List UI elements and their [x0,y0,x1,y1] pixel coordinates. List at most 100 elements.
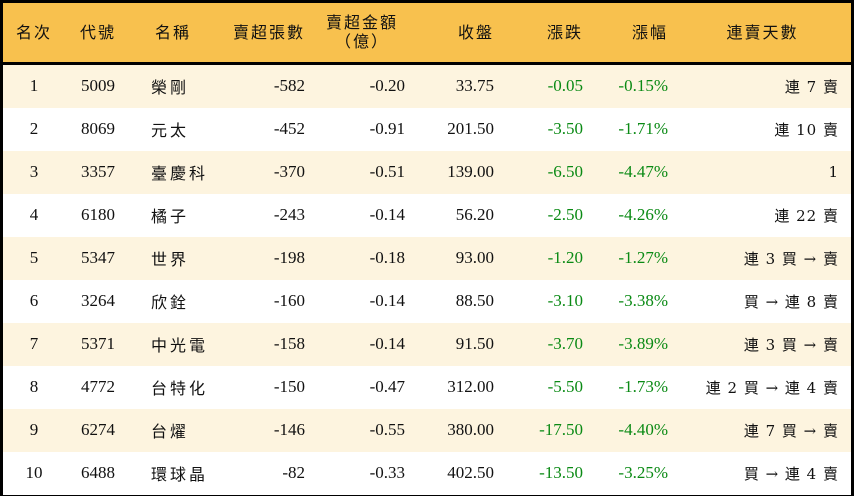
cell-code: 5009 [81,76,115,95]
cell-change: -1.20 [547,248,583,267]
cell-close: 312.00 [447,377,494,396]
cell-close: 93.00 [455,248,494,267]
header-sell-amount-line1: 賣超金額 [325,13,398,33]
cell-name: 榮剛 [151,78,190,97]
cell-streak: 連 22 賣 [774,206,839,225]
cell-change: -3.50 [547,119,583,138]
cell-change-pct: -3.25% [618,463,668,482]
cell-close: 88.50 [455,291,494,310]
cell-sell-volume: -452 [273,119,305,138]
header-sell-amount: 賣超金額 （億） [305,3,405,63]
cell-sell-amount: -0.14 [369,291,405,310]
cell-sell-volume: -160 [273,291,305,310]
cell-change: -3.70 [547,334,583,353]
cell-sell-amount: -0.55 [369,420,405,439]
cell-close: 139.00 [447,162,494,181]
cell-sell-amount: -0.33 [369,463,405,482]
cell-code: 6180 [81,205,115,224]
cell-sell-volume: -582 [273,76,305,95]
cell-sell-volume: -370 [273,162,305,181]
cell-close: 201.50 [447,119,494,138]
table-header-row: 名次 代號 名稱 賣超張數 賣超金額 （億） 收盤 漲跌 漲幅 連賣天數 [3,3,851,63]
cell-close: 33.75 [455,76,494,95]
cell-close: 402.50 [447,463,494,482]
header-change-pct: 漲幅 [631,22,668,42]
cell-change-pct: -1.73% [618,377,668,396]
cell-name: 中光電 [151,336,209,355]
cell-sell-amount: -0.18 [369,248,405,267]
sell-ranking-table: 名次 代號 名稱 賣超張數 賣超金額 （億） 收盤 漲跌 漲幅 連賣天數 1 5… [3,3,851,495]
table-row: 3 3357 臺慶科 -370 -0.51 139.00 -6.50 -4.47… [3,150,851,194]
cell-sell-volume: -158 [273,334,305,353]
cell-rank: 3 [29,162,39,181]
cell-rank: 9 [29,420,39,439]
cell-sell-amount: -0.51 [369,162,405,181]
cell-close: 56.20 [455,205,494,224]
cell-close: 380.00 [447,420,494,439]
cell-rank: 8 [29,377,39,396]
table-row: 2 8069 元太 -452 -0.91 201.50 -3.50 -1.71%… [3,107,851,151]
cell-code: 6274 [81,420,115,439]
cell-rank: 5 [29,248,39,267]
cell-sell-amount: -0.91 [369,119,405,138]
header-sell-amount-line2: （億） [334,32,389,52]
cell-streak: 連 2 買 → 連 4 賣 [705,378,839,397]
cell-code: 4772 [81,377,115,396]
cell-sell-amount: -0.20 [369,76,405,95]
cell-sell-amount: -0.14 [369,334,405,353]
cell-change: -17.50 [539,420,583,439]
header-close: 收盤 [457,22,494,42]
cell-sell-volume: -82 [282,463,305,482]
cell-rank: 6 [29,291,39,310]
table-row: 10 6488 環球晶 -82 -0.33 402.50 -13.50 -3.2… [3,451,851,495]
cell-name: 台特化 [151,379,209,398]
cell-sell-volume: -150 [273,377,305,396]
cell-name: 臺慶科 [151,164,209,183]
cell-sell-amount: -0.14 [369,205,405,224]
cell-streak: 1 [828,163,839,181]
header-rank: 名次 [15,22,52,42]
cell-change-pct: -4.47% [618,162,668,181]
cell-name: 欣銓 [151,293,190,312]
cell-change: -13.50 [539,463,583,482]
header-code: 代號 [79,22,116,42]
cell-change: -6.50 [547,162,583,181]
cell-streak: 連 7 賣 [784,77,839,96]
cell-name: 世界 [151,250,190,269]
cell-change-pct: -3.38% [618,291,668,310]
table-row: 6 3264 欣銓 -160 -0.14 88.50 -3.10 -3.38% … [3,279,851,323]
cell-change-pct: -1.27% [618,248,668,267]
cell-code: 3264 [81,291,115,310]
cell-sell-amount: -0.47 [369,377,405,396]
cell-rank: 2 [29,119,39,138]
cell-name: 台燿 [151,422,190,441]
cell-sell-volume: -198 [273,248,305,267]
cell-change-pct: -1.71% [618,119,668,138]
cell-code: 6488 [81,463,115,482]
table-row: 5 5347 世界 -198 -0.18 93.00 -1.20 -1.27% … [3,236,851,280]
cell-change: -3.10 [547,291,583,310]
cell-streak: 連 7 買 → 賣 [743,421,839,440]
table-row: 8 4772 台特化 -150 -0.47 312.00 -5.50 -1.73… [3,365,851,409]
cell-rank: 10 [25,463,43,482]
header-streak: 連賣天數 [726,22,799,42]
table-row: 7 5371 中光電 -158 -0.14 91.50 -3.70 -3.89%… [3,322,851,366]
cell-rank: 1 [29,76,39,95]
cell-name: 元太 [151,121,190,140]
header-sell-volume: 賣超張數 [232,22,305,42]
cell-rank: 4 [29,205,39,224]
cell-code: 5347 [81,248,115,267]
cell-change: -0.05 [547,76,583,95]
cell-streak: 連 3 買 → 賣 [743,335,839,354]
cell-change-pct: -4.26% [618,205,668,224]
header-name: 名稱 [154,22,191,42]
cell-streak: 連 3 買 → 賣 [743,249,839,268]
cell-streak: 連 10 賣 [774,120,839,139]
header-change: 漲跌 [546,22,583,42]
cell-close: 91.50 [455,334,494,353]
cell-code: 3357 [81,162,115,181]
cell-change-pct: -3.89% [618,334,668,353]
cell-code: 5371 [81,334,115,353]
cell-sell-volume: -243 [273,205,305,224]
